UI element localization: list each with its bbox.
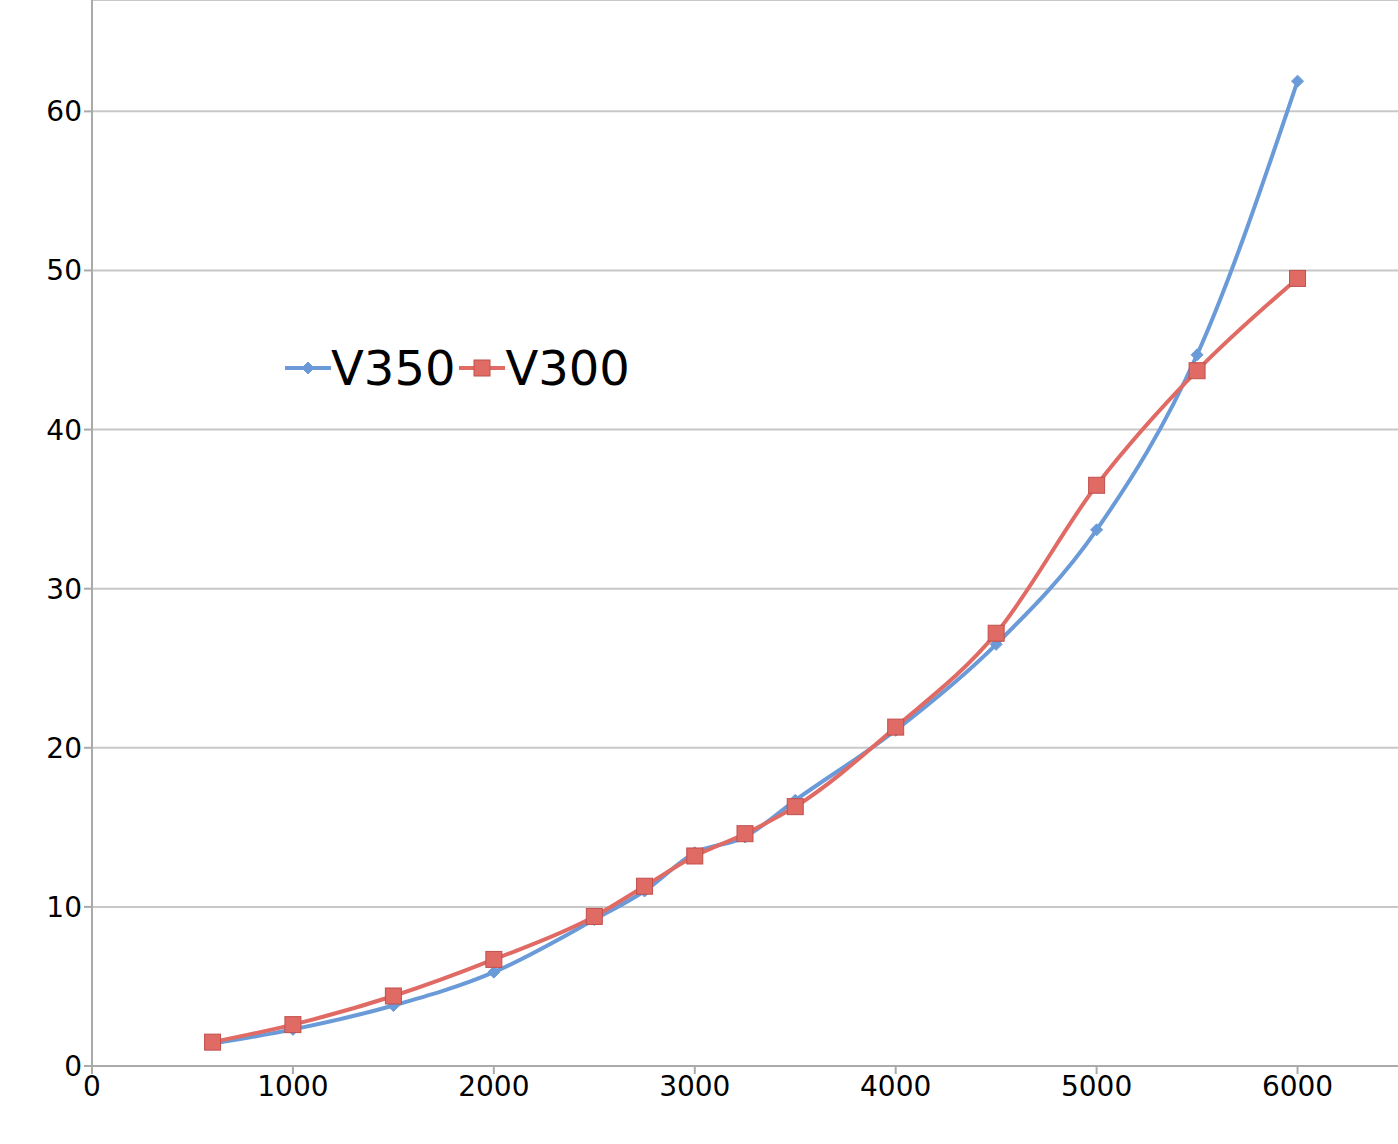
svg-text:3000: 3000 xyxy=(659,1070,730,1103)
svg-text:2000: 2000 xyxy=(458,1070,529,1103)
svg-text:0: 0 xyxy=(64,1050,82,1083)
svg-text:6000: 6000 xyxy=(1262,1070,1333,1103)
svg-text:60: 60 xyxy=(46,95,82,128)
svg-text:5000: 5000 xyxy=(1061,1070,1132,1103)
svg-text:30: 30 xyxy=(46,573,82,606)
svg-text:0: 0 xyxy=(83,1070,101,1103)
svg-text:20: 20 xyxy=(46,732,82,765)
svg-text:50: 50 xyxy=(46,254,82,287)
html-text:V300: V300 xyxy=(505,340,630,396)
svg-text:10: 10 xyxy=(46,891,82,924)
svg-text:4000: 4000 xyxy=(860,1070,931,1103)
svg-text:1000: 1000 xyxy=(257,1070,328,1103)
svg-text:40: 40 xyxy=(46,414,82,447)
html-text:V350: V350 xyxy=(331,340,456,396)
